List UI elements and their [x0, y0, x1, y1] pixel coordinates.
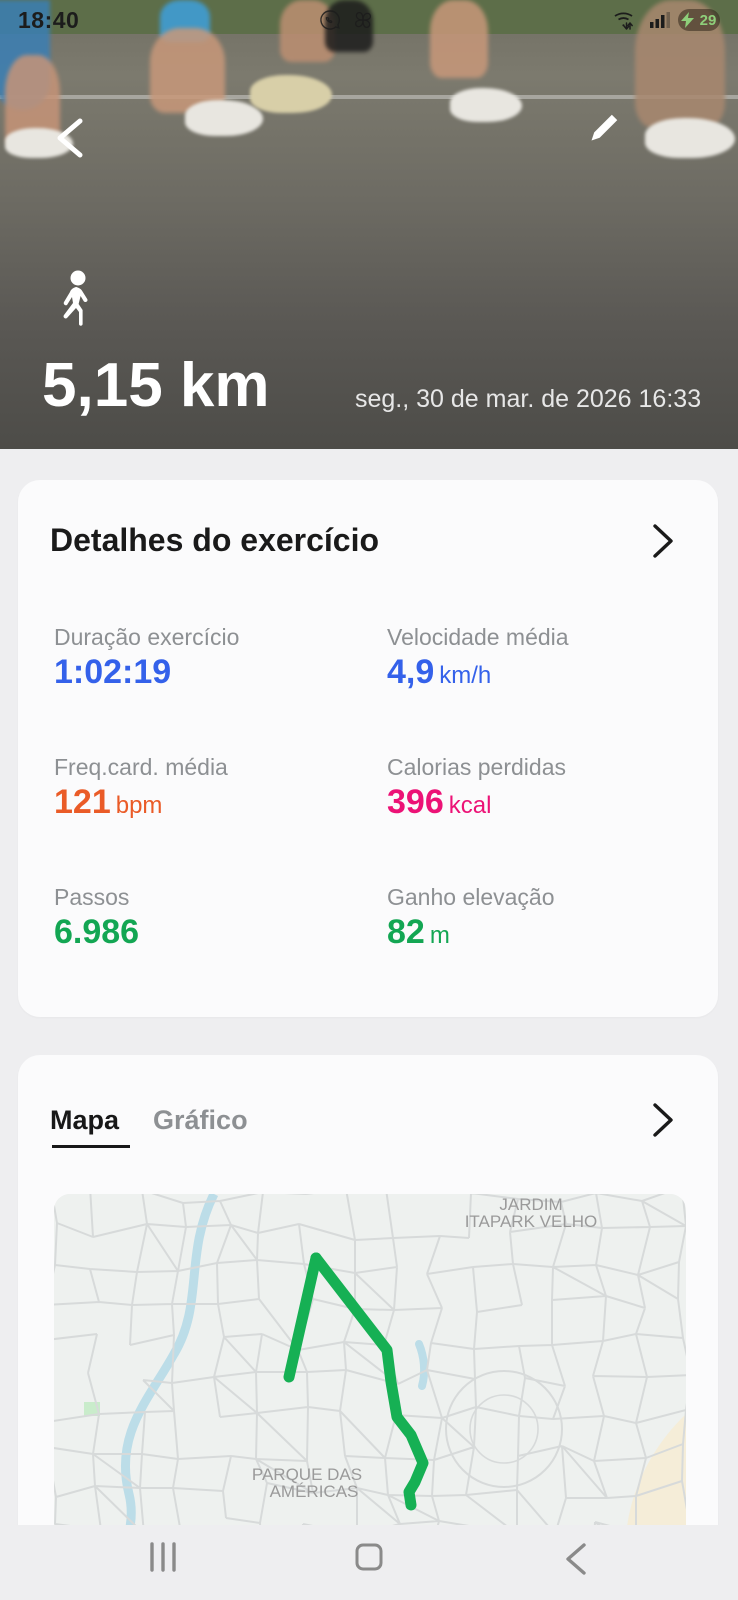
svg-text:AMÉRICAS: AMÉRICAS: [270, 1482, 359, 1501]
svg-text:ITAPARK VELHO: ITAPARK VELHO: [465, 1212, 598, 1231]
